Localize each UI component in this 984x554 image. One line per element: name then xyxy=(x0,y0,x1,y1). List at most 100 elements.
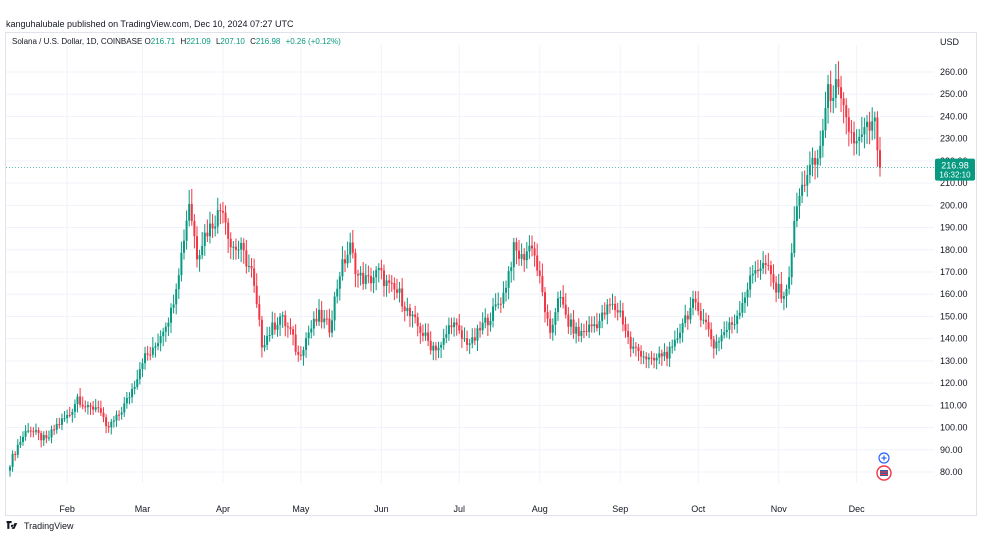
candle-body xyxy=(569,319,572,327)
candle-body xyxy=(510,267,513,272)
candle-body xyxy=(112,420,115,422)
candle-body xyxy=(406,308,409,312)
candle-body xyxy=(518,250,521,259)
candle-body xyxy=(40,433,43,441)
candle-body xyxy=(756,270,759,272)
candle-body xyxy=(660,353,663,357)
currency-label[interactable]: USD xyxy=(940,37,960,47)
candle-body xyxy=(736,315,739,325)
candle-body xyxy=(730,322,733,325)
candle-body xyxy=(697,302,700,312)
candle-body xyxy=(198,255,201,260)
candle-body xyxy=(834,79,837,98)
candle-body xyxy=(811,157,814,165)
candle-body xyxy=(136,379,139,387)
candle-body xyxy=(746,289,749,298)
candle-body xyxy=(743,297,746,303)
candle-body xyxy=(723,332,726,336)
candle-body xyxy=(42,435,45,441)
candle-body xyxy=(453,322,456,328)
candle-body xyxy=(159,336,162,344)
candle-body xyxy=(634,346,637,348)
candle-body xyxy=(260,319,263,348)
low-label: L xyxy=(215,37,221,46)
candle-body xyxy=(546,312,549,319)
x-tick-label: Dec xyxy=(849,504,866,514)
candle-body xyxy=(92,406,95,410)
candle-body xyxy=(219,210,222,212)
candle-body xyxy=(164,326,167,332)
candle-body xyxy=(390,282,393,284)
publish-info: kanguhalubale published on TradingView.c… xyxy=(6,19,294,29)
candle-body xyxy=(105,417,108,427)
y-tick-label: 110.00 xyxy=(940,400,967,410)
candle-body xyxy=(858,136,861,141)
candle-body xyxy=(460,330,463,339)
y-tick-label: 200.00 xyxy=(940,200,968,210)
candle-body xyxy=(37,430,40,434)
candle-body xyxy=(445,334,448,338)
candle-body xyxy=(614,303,617,311)
candle-body xyxy=(172,304,175,308)
candle-body xyxy=(536,255,539,271)
candle-body xyxy=(855,140,858,144)
y-tick-label: 140.00 xyxy=(940,334,968,344)
candle-body xyxy=(190,203,193,221)
candle-body xyxy=(297,351,300,355)
y-tick-label: 160.00 xyxy=(940,289,968,299)
candle-body xyxy=(167,322,170,327)
candle-body xyxy=(58,424,61,426)
last-price-badge xyxy=(935,158,975,181)
candle-body xyxy=(63,418,66,420)
candle-body xyxy=(229,238,232,248)
candle-body xyxy=(788,277,791,289)
candle-body xyxy=(380,267,383,271)
candle-body xyxy=(359,272,362,276)
candle-body xyxy=(666,351,669,359)
symbol-title[interactable]: Solana / U.S. Dollar, 1D, COINBASE xyxy=(12,37,143,46)
candle-body xyxy=(606,304,609,315)
y-tick-label: 180.00 xyxy=(940,245,968,255)
candle-body xyxy=(323,318,326,323)
candle-body xyxy=(512,242,515,268)
candle-body xyxy=(24,430,27,437)
close-label: C xyxy=(250,37,256,46)
candle-body xyxy=(492,306,495,321)
change-value: +0.26 (+0.12%) xyxy=(285,37,341,46)
y-tick-label: 120.00 xyxy=(940,378,968,388)
candle-body xyxy=(279,316,282,325)
candle-body xyxy=(195,236,198,260)
candle-body xyxy=(741,302,744,313)
candle-body xyxy=(29,430,32,432)
candle-body xyxy=(567,314,570,327)
candle-body xyxy=(273,322,276,330)
candle-body xyxy=(621,310,624,325)
candle-body xyxy=(585,331,588,333)
candle-body xyxy=(531,245,533,249)
candle-body xyxy=(554,312,557,325)
candle-body xyxy=(582,330,585,332)
candle-body xyxy=(224,212,227,223)
candle-body xyxy=(328,318,331,333)
candle-body xyxy=(616,310,619,313)
candle-body xyxy=(305,338,308,350)
candle-body xyxy=(543,292,546,313)
candle-body xyxy=(640,350,643,357)
candle-body xyxy=(699,311,702,321)
candle-body xyxy=(608,304,611,306)
candle-body xyxy=(702,319,705,321)
candle-body xyxy=(141,363,144,370)
close-value: 216.98 xyxy=(255,37,281,46)
candle-body xyxy=(525,251,528,261)
candle-body xyxy=(681,323,684,333)
candle-body xyxy=(642,356,645,358)
x-tick-label: Apr xyxy=(216,504,230,514)
candle-body xyxy=(66,414,69,419)
candle-body xyxy=(281,315,284,317)
candle-body xyxy=(847,117,850,132)
candle-body xyxy=(780,283,783,299)
candle-body xyxy=(645,356,648,360)
candle-body xyxy=(505,287,508,293)
candle-body xyxy=(442,337,445,345)
